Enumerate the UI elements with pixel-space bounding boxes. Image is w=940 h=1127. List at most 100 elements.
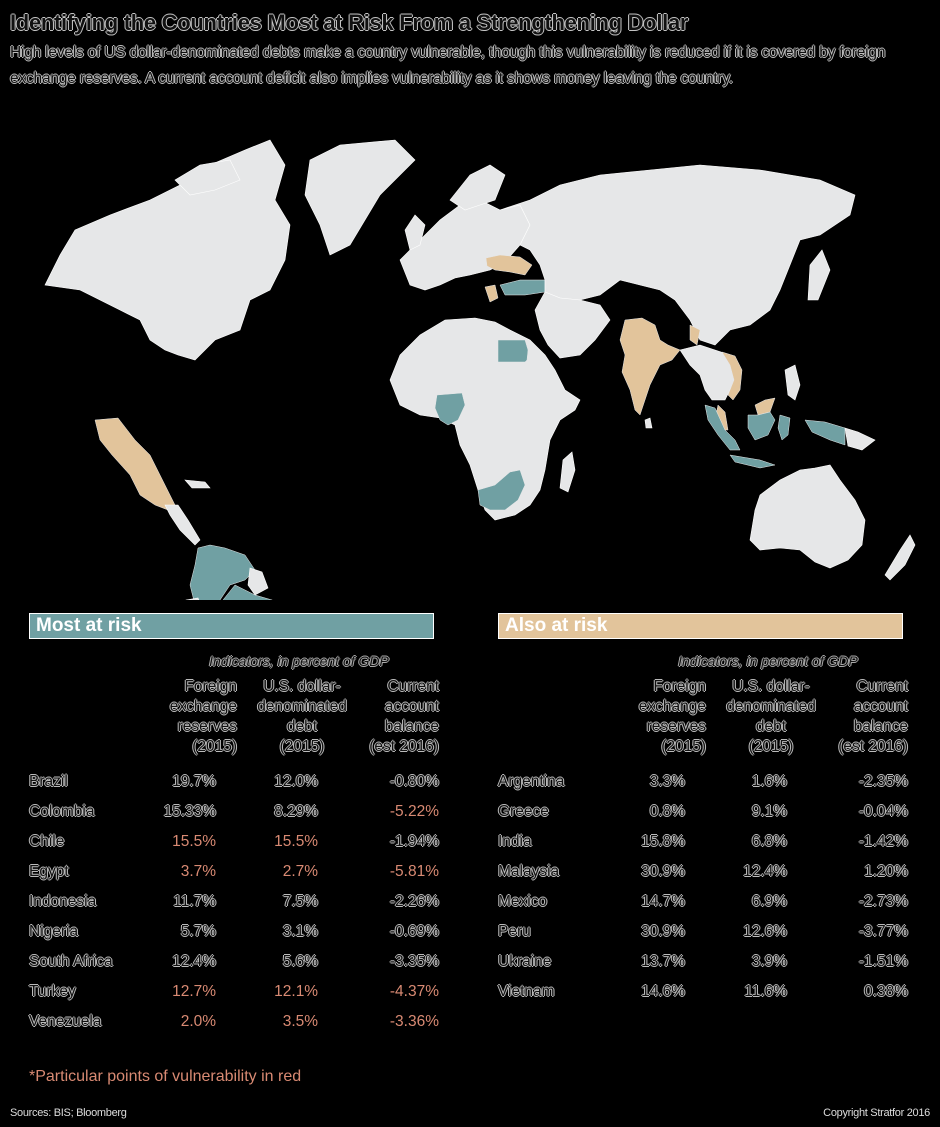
usd-debt-value: 3.1% — [282, 923, 319, 940]
country-name: Venezuela — [29, 1013, 102, 1030]
country-brazil — [222, 584, 273, 600]
world-map — [44, 139, 916, 600]
country-name: India — [498, 833, 532, 850]
page-subtitle: High levels of US dollar-denominated deb… — [10, 44, 886, 87]
table-row: India 15.8% 6.8% -1.42% — [498, 827, 908, 857]
country-indonesia-sumatra — [704, 404, 741, 451]
land-russia-asia — [499, 164, 856, 346]
fx-reserves-value: 13.7% — [641, 953, 686, 970]
country-name: Argentina — [498, 773, 565, 790]
country-name: Greece — [498, 803, 549, 820]
country-indonesia-sulawesi — [777, 414, 791, 441]
fx-reserves-value: 0.8% — [649, 803, 686, 820]
country-name: Turkey — [29, 983, 76, 1000]
land-guianas — [247, 567, 269, 596]
current-account-value: -3.77% — [858, 923, 909, 940]
country-name: Chile — [29, 833, 65, 850]
usd-debt-value: 6.9% — [751, 893, 788, 910]
current-account-value: -3.36% — [389, 1013, 440, 1030]
land-central-america — [164, 504, 201, 546]
country-ukraine — [485, 254, 533, 276]
land-north-america — [44, 139, 291, 361]
usd-debt-value: 7.5% — [282, 893, 319, 910]
land-africa — [389, 317, 581, 521]
country-egypt — [497, 339, 529, 363]
current-account-value: -0.04% — [858, 803, 909, 820]
country-mexico — [94, 417, 176, 511]
current-account-value: -5.22% — [389, 803, 440, 820]
usd-debt-value: 8.29% — [274, 803, 319, 820]
country-name: Vietnam — [498, 983, 555, 1000]
usd-debt-value: 12.4% — [743, 863, 788, 880]
footnote-red: *Particular points of vulnerability in r… — [29, 1068, 302, 1085]
usd-debt-value: 9.1% — [751, 803, 788, 820]
land-scandinavia — [449, 164, 506, 211]
usd-debt-value: 12.6% — [743, 923, 788, 940]
fx-reserves-value: 5.7% — [180, 923, 217, 940]
country-greece — [484, 284, 499, 303]
table-row: Mexico 14.7% 6.9% -2.73% — [498, 887, 908, 917]
current-account-value: -2.73% — [858, 893, 909, 910]
page-title: Identifying the Countries Most at Risk F… — [10, 10, 689, 35]
usd-debt-value: 15.5% — [274, 833, 319, 850]
fx-reserves-value: 14.7% — [641, 893, 686, 910]
usd-debt-value: 11.6% — [744, 983, 788, 1000]
current-account-value: -4.37% — [389, 983, 440, 1000]
usd-debt-value: 3.5% — [282, 1013, 319, 1030]
indicators-caption: Indicators, in percent of GDP — [209, 653, 389, 669]
most-at-risk-panel: Most at risk Indicators, in percent of G… — [29, 613, 439, 1037]
fx-reserves-value: 15.33% — [163, 803, 217, 820]
indicators-caption: Indicators, in percent of GDP — [678, 653, 858, 669]
column-headers: Foreign exchange reserves (2015) U.S. do… — [29, 677, 439, 757]
country-name: Ukraine — [498, 953, 552, 970]
land-australia — [749, 464, 866, 569]
land-middle-east — [534, 291, 611, 359]
country-vietnam — [721, 351, 743, 401]
country-name: Brazil — [29, 773, 68, 790]
current-account-value: -3.35% — [389, 953, 440, 970]
most-at-risk-rows: Brazil 19.7% 12.0% -0.80% Colombia 15.33% 8.29… — [29, 767, 439, 1037]
land-madagascar — [559, 451, 576, 493]
sources: Sources: BIS; Bloomberg — [10, 1107, 127, 1119]
table-row: Nigeria 5.7% 3.1% -0.69% — [29, 917, 439, 947]
usd-debt-value: 3.9% — [751, 953, 788, 970]
land-uk — [404, 214, 426, 251]
land-se-asia — [679, 344, 736, 401]
country-name: Colombia — [29, 803, 95, 820]
current-account-value: -0.69% — [389, 923, 440, 940]
country-indonesia-java — [729, 454, 776, 469]
current-account-value: -1.51% — [858, 953, 909, 970]
fx-reserves-value: 12.4% — [172, 953, 217, 970]
land-greenland — [304, 139, 416, 256]
country-india — [619, 317, 681, 416]
land-caribbean — [184, 479, 211, 489]
table-row: South Africa 12.4% 5.6% -3.35% — [29, 947, 439, 977]
col-fx-reserves: Foreign exchange reserves (2015) — [638, 678, 706, 755]
most-at-risk-heading: Most at risk — [29, 613, 434, 639]
usd-debt-value: 12.0% — [274, 773, 319, 790]
table-row: Chile 15.5% 15.5% -1.94% — [29, 827, 439, 857]
table-row: Greece 0.8% 9.1% -0.04% — [498, 797, 908, 827]
usd-debt-value: 12.1% — [274, 983, 319, 1000]
fx-reserves-value: 11.7% — [173, 893, 217, 910]
copyright: Copyright Stratfor 2016 — [823, 1107, 930, 1119]
also-at-risk-rows: Argentina 3.3% 1.6% -2.35% Greece 0.8% 9.1% -0.… — [498, 767, 908, 1007]
col-usd-debt: U.S. dollar- denominated debt (2015) — [726, 678, 816, 755]
usd-debt-value: 5.6% — [282, 953, 319, 970]
fx-reserves-value: 15.5% — [172, 833, 217, 850]
table-row: Turkey 12.7% 12.1% -4.37% — [29, 977, 439, 1007]
col-current-account: Current account balance (est 2016) — [838, 678, 908, 755]
col-fx-reserves: Foreign exchange reserves (2015) — [169, 678, 237, 755]
fx-reserves-value: 14.6% — [641, 983, 686, 1000]
land-canada-islands — [174, 159, 241, 196]
table-row: Vietnam 14.6% 11.6% 0.38% — [498, 977, 908, 1007]
current-account-value: -0.80% — [389, 773, 440, 790]
country-name: Egypt — [29, 863, 69, 880]
country-myanmar-region — [689, 324, 701, 346]
country-name: Nigeria — [29, 923, 79, 940]
table-row: Colombia 15.33% 8.29% -5.22% — [29, 797, 439, 827]
country-name: Malaysia — [498, 863, 560, 880]
country-nigeria — [434, 392, 466, 426]
table-row: Indonesia 11.7% 7.5% -2.26% — [29, 887, 439, 917]
current-account-value: -2.26% — [389, 893, 440, 910]
